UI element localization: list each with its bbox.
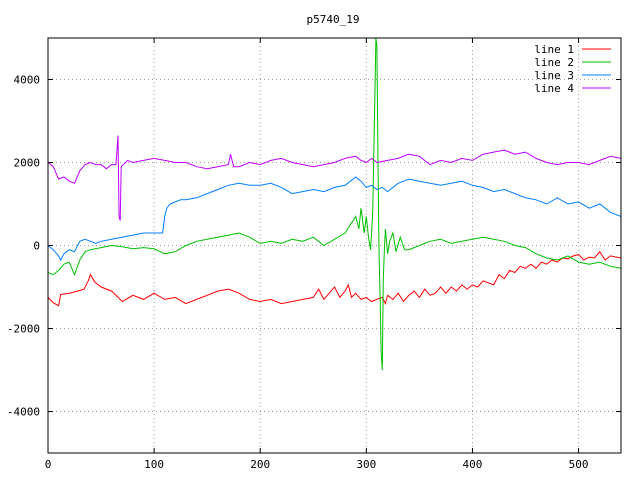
x-tick-label: 0	[45, 458, 52, 471]
chart-title: p5740_19	[307, 13, 360, 26]
x-tick-label: 500	[569, 458, 589, 471]
x-tick-label: 300	[356, 458, 376, 471]
grid	[48, 38, 621, 453]
y-tick-label: -4000	[7, 406, 40, 419]
series-line-4	[48, 135, 621, 221]
y-tick-label: -2000	[7, 323, 40, 336]
x-tick-label: 400	[463, 458, 483, 471]
legend-label-4: line 4	[534, 82, 574, 95]
series-group	[48, 38, 621, 371]
series-line-3	[48, 176, 621, 262]
series-line-2	[48, 38, 621, 371]
x-tick-label: 100	[144, 458, 164, 471]
legend-label-2: line 2	[534, 56, 574, 69]
axis-ticks: 0 100 200 300 400 500 -4000 -2000 0 2000 4000	[7, 38, 621, 471]
y-tick-label: 0	[33, 240, 40, 253]
x-tick-label: 200	[250, 458, 270, 471]
plot-frame	[47, 37, 622, 454]
y-tick-label: 2000	[14, 157, 41, 170]
y-tick-label: 4000	[14, 74, 41, 87]
series-line-1	[48, 250, 621, 307]
legend-label-1: line 1	[534, 43, 574, 56]
legend-label-3: line 3	[534, 69, 574, 82]
